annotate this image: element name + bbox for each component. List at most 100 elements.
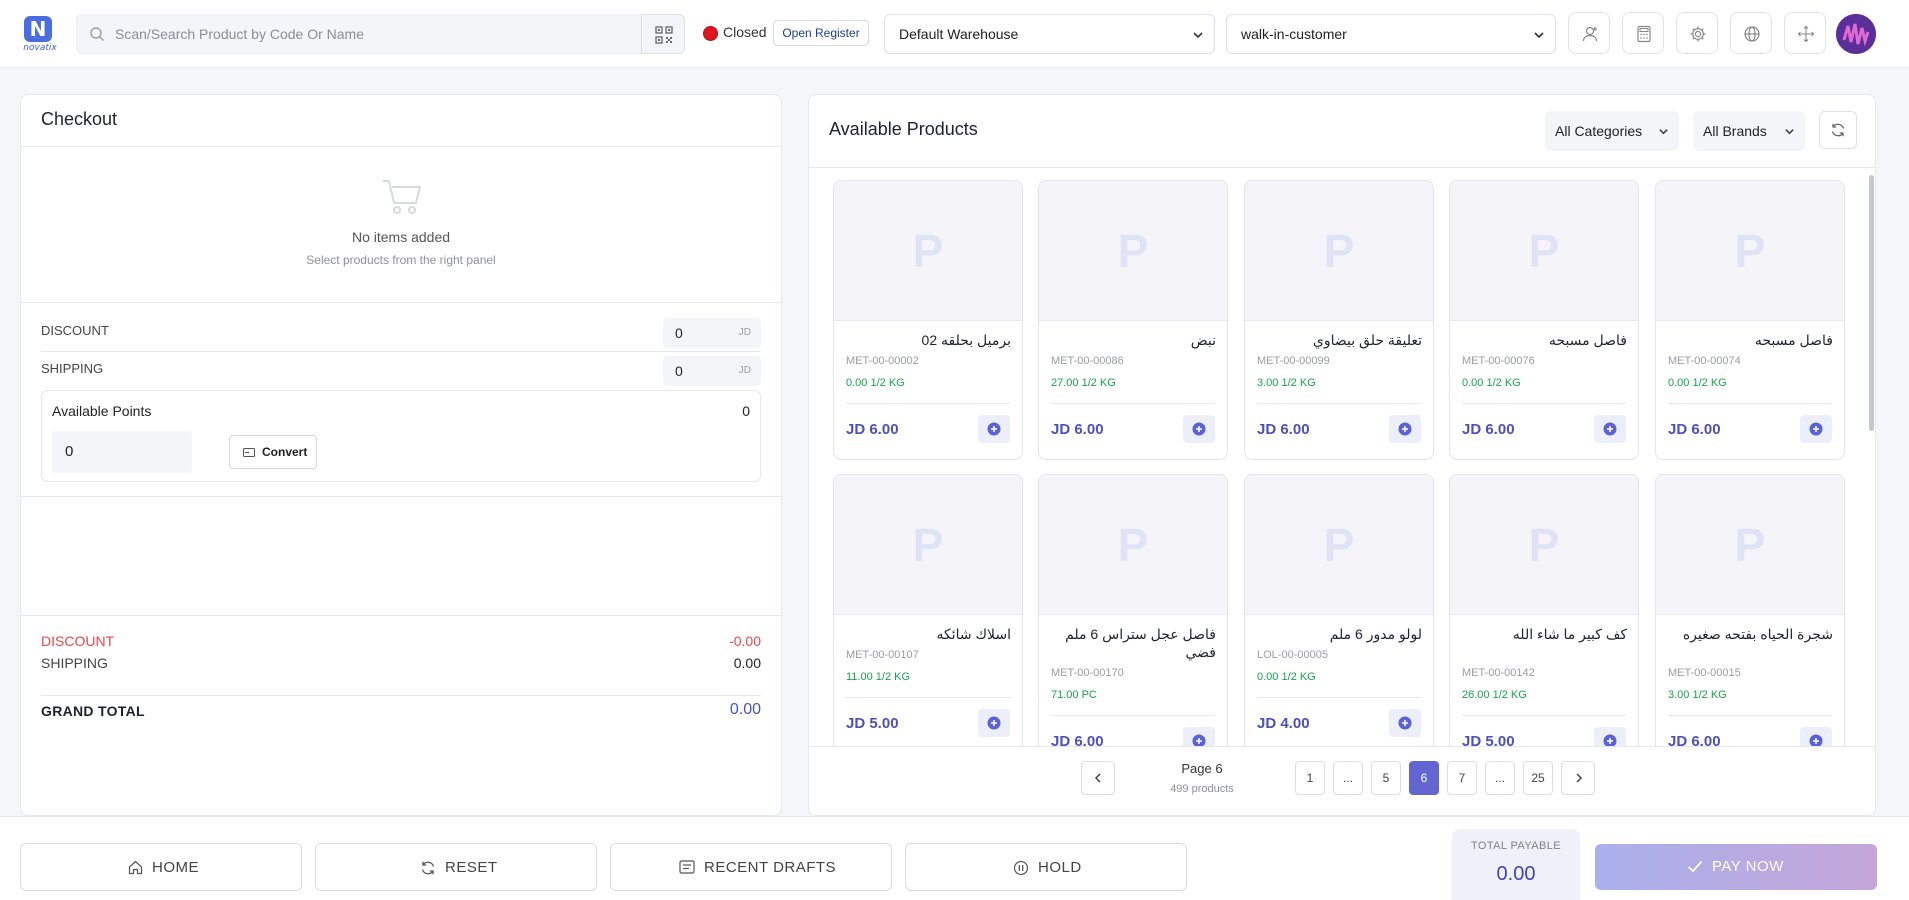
plus-circle-icon (1603, 422, 1617, 436)
hold-button[interactable]: HOLD (905, 843, 1187, 891)
add-to-cart-button[interactable] (978, 415, 1010, 443)
search-input[interactable] (115, 15, 635, 53)
user-avatar[interactable] (1836, 14, 1876, 54)
points-input[interactable]: 0 (52, 431, 192, 473)
add-customer-button[interactable] (1568, 12, 1610, 54)
divider (1051, 403, 1215, 404)
product-price: JD 6.00 (1668, 733, 1721, 746)
app-logo[interactable]: N novatix (18, 14, 58, 54)
customer-select[interactable]: walk-in-customer (1226, 14, 1556, 54)
product-code: MET-00-00142 (1462, 667, 1535, 679)
product-card[interactable]: P اسلاك شائكه MET-00-00107 11.00 1/2 KG JD 5… (833, 474, 1023, 746)
page-button[interactable]: 6 (1409, 761, 1439, 795)
add-to-cart-button[interactable] (978, 709, 1010, 737)
product-grid: P برميل بحلقه 02 MET-00-00002 0.00 1/2 KG JD… (809, 168, 1867, 746)
product-stock: 71.00 PC (1051, 689, 1097, 701)
product-card[interactable]: P برميل بحلقه 02 MET-00-00002 0.00 1/2 KG JD… (833, 180, 1023, 460)
grand-total-value: 0.00 (729, 701, 761, 718)
product-image-placeholder: P (1656, 475, 1844, 615)
product-price: JD 5.00 (846, 715, 899, 732)
product-name: تعليقة حلق بيضاوي (1312, 332, 1422, 348)
recent-drafts-label: RECENT DRAFTS (704, 859, 837, 876)
page-button[interactable]: 25 (1523, 761, 1553, 795)
shipping-input[interactable]: 0 JD (663, 356, 761, 386)
language-button[interactable] (1730, 12, 1772, 54)
convert-points-button[interactable]: Convert (229, 435, 317, 469)
product-name: كف كبير ما شاء الله (1512, 626, 1627, 642)
product-code: MET-00-00002 (846, 355, 919, 367)
refresh-icon (1831, 123, 1845, 137)
product-card[interactable]: P شجرة الحياه بفتحه صغيره MET-00-00015 3.00… (1655, 474, 1845, 746)
add-to-cart-button[interactable] (1183, 415, 1215, 443)
add-to-cart-button[interactable] (1389, 709, 1421, 737)
page-label: Page 6 (1181, 761, 1223, 776)
divider (21, 146, 781, 147)
recent-drafts-button[interactable]: RECENT DRAFTS (610, 843, 892, 891)
calculator-button[interactable] (1622, 12, 1664, 54)
add-to-cart-button[interactable] (1389, 415, 1421, 443)
reset-button[interactable]: RESET (315, 843, 597, 891)
next-page-button[interactable] (1561, 761, 1595, 795)
product-price: JD 5.00 (1462, 733, 1515, 746)
products-title: Available Products (829, 119, 978, 139)
points-value: 0 (742, 403, 750, 419)
product-card[interactable]: P نبض MET-00-00086 27.00 1/2 KG JD 6.00 (1038, 180, 1228, 460)
home-button[interactable]: HOME (20, 843, 302, 891)
add-to-cart-button[interactable] (1800, 727, 1832, 746)
divider (1462, 403, 1626, 404)
summary-shipping-value: 0.00 (733, 655, 761, 671)
add-to-cart-button[interactable] (1594, 727, 1626, 746)
brand-filter[interactable]: All Brands (1693, 111, 1805, 151)
page-button[interactable]: 5 (1371, 761, 1401, 795)
product-code: MET-00-00170 (1051, 667, 1124, 679)
plus-circle-icon (1398, 422, 1412, 436)
product-name: فاصل عجل ستراس 6 ملم فضي (1065, 626, 1216, 660)
page-button[interactable]: 7 (1447, 761, 1477, 795)
product-count: 499 products (1170, 783, 1234, 795)
qr-scan-button[interactable] (641, 14, 685, 54)
customer-select-value: walk-in-customer (1241, 26, 1347, 42)
product-image-placeholder: P (1245, 475, 1433, 615)
checkout-title: Checkout (41, 109, 118, 129)
settings-button[interactable] (1676, 12, 1718, 54)
product-image-placeholder: P (1039, 475, 1227, 615)
shipping-label: SHIPPING (41, 361, 104, 376)
scrollbar-thumb[interactable] (1869, 175, 1874, 431)
divider (846, 403, 1010, 404)
page-ellipsis: ... (1333, 761, 1363, 795)
points-label: Available Points (52, 403, 152, 419)
divider (21, 615, 781, 616)
product-stock: 26.00 1/2 KG (1462, 689, 1527, 701)
category-filter[interactable]: All Categories (1545, 111, 1679, 151)
product-name: شجرة الحياه بفتحه صغيره (1682, 626, 1833, 642)
available-points-box: Available Points 0 0 Convert (41, 390, 761, 482)
product-card[interactable]: P فاصل عجل ستراس 6 ملم فضي MET-00-00170 71.… (1038, 474, 1228, 746)
product-card[interactable]: P فاصل مسبحه MET-00-00076 0.00 1/2 KG JD 6.0… (1449, 180, 1639, 460)
page-button[interactable]: 1 (1295, 761, 1325, 795)
divider (1462, 715, 1626, 716)
divider (1257, 403, 1421, 404)
checkout-panel: Checkout No items added Select products … (20, 94, 782, 816)
pay-now-button[interactable]: PAY NOW (1595, 844, 1877, 890)
product-card[interactable]: P لولو مدور 6 ملم LOL-00-00005 0.00 1/2 KG J… (1244, 474, 1434, 746)
divider (1257, 697, 1421, 698)
warehouse-select[interactable]: Default Warehouse (884, 14, 1215, 54)
product-card[interactable]: P تعليقة حلق بيضاوي MET-00-00099 3.00 1/2 K… (1244, 180, 1434, 460)
chevron-down-icon (1659, 129, 1668, 135)
discount-input[interactable]: 0 JD (663, 318, 761, 348)
add-to-cart-button[interactable] (1594, 415, 1626, 443)
reset-label: RESET (445, 859, 498, 876)
add-to-cart-button[interactable] (1183, 727, 1215, 746)
open-register-button[interactable]: Open Register (773, 20, 869, 46)
prev-page-button[interactable] (1081, 761, 1115, 795)
empty-cart-title: No items added (351, 229, 451, 245)
product-card[interactable]: P كف كبير ما شاء الله MET-00-00142 26.00 1/… (1449, 474, 1639, 746)
product-stock: 0.00 1/2 KG (1257, 671, 1316, 683)
add-to-cart-button[interactable] (1800, 415, 1832, 443)
product-name: لولو مدور 6 ملم (1329, 626, 1422, 642)
product-stock: 0.00 1/2 KG (1668, 377, 1727, 389)
fullscreen-button[interactable] (1784, 12, 1826, 54)
divider (21, 302, 781, 303)
product-card[interactable]: P فاصل مسبحه MET-00-00074 0.00 1/2 KG JD 6.0… (1655, 180, 1845, 460)
refresh-products-button[interactable] (1819, 111, 1857, 149)
